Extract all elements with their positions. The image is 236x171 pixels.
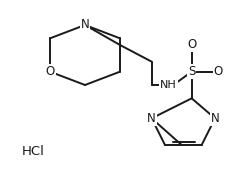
Text: O: O bbox=[214, 65, 223, 78]
Text: NH: NH bbox=[160, 80, 177, 90]
Text: S: S bbox=[188, 65, 195, 78]
Text: N: N bbox=[147, 112, 156, 125]
Text: O: O bbox=[187, 38, 196, 51]
Text: N: N bbox=[81, 18, 89, 31]
Text: N: N bbox=[211, 112, 219, 125]
Text: HCl: HCl bbox=[22, 145, 45, 158]
Text: O: O bbox=[45, 65, 55, 78]
